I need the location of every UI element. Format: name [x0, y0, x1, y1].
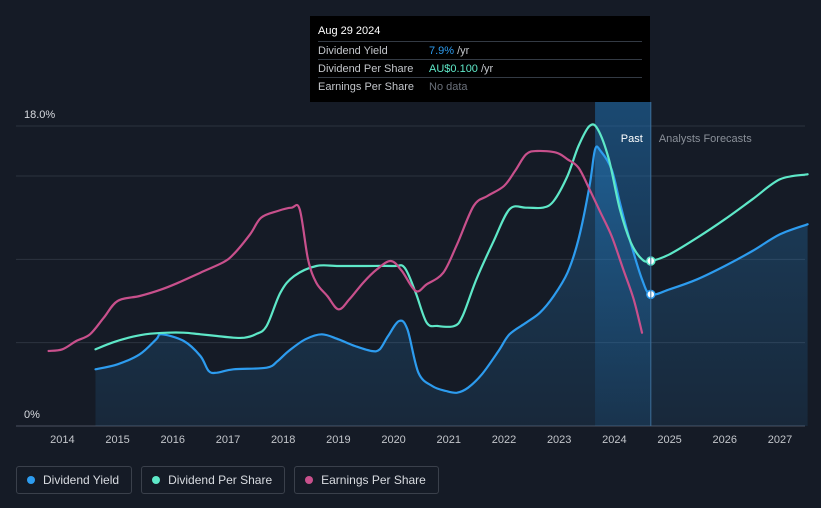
- series-areas: [95, 146, 808, 426]
- dividend-per-share-line: [94, 123, 809, 351]
- x-tick-label: 2020: [381, 434, 405, 446]
- legend-label: Dividend Yield: [43, 473, 120, 487]
- tooltip-row-earnings-per-share: Earnings Per Share No data: [318, 77, 642, 96]
- legend-dot-icon: [152, 476, 161, 484]
- tooltip-value-text: AU$0.100: [429, 63, 478, 75]
- x-tick-label: 2022: [492, 434, 516, 446]
- legend-dot-icon: [305, 476, 314, 484]
- legend-item-earnings-per-share[interactable]: Earnings Per Share: [294, 466, 439, 494]
- x-tick-label: 2025: [657, 434, 681, 446]
- x-tick-label: 2024: [602, 434, 626, 446]
- x-tick-label: 2016: [161, 434, 185, 446]
- legend-dot-icon: [27, 476, 35, 484]
- x-tick-label: 2018: [271, 434, 295, 446]
- chart-legend: Dividend Yield Dividend Per Share Earnin…: [16, 466, 439, 494]
- y-axis-bottom-label: 0%: [24, 409, 40, 421]
- legend-item-dividend-yield[interactable]: Dividend Yield: [16, 466, 133, 494]
- tooltip-value: AU$0.100/yr: [429, 63, 493, 75]
- x-tick-label: 2015: [105, 434, 129, 446]
- past-label: Past: [621, 133, 643, 145]
- tooltip-date: Aug 29 2024: [318, 25, 381, 37]
- x-tick-label: 2023: [547, 434, 571, 446]
- tooltip-value: 7.9%/yr: [429, 45, 469, 57]
- tooltip-row-dividend-per-share: Dividend Per Share AU$0.100/yr: [318, 59, 642, 78]
- analysts-forecasts-label: Analysts Forecasts: [659, 133, 752, 145]
- tooltip-value-text: No data: [429, 81, 468, 93]
- tooltip-label: Dividend Yield: [318, 45, 388, 57]
- tooltip-value-text: 7.9%: [429, 45, 455, 57]
- x-tick-label: 2027: [768, 434, 792, 446]
- y-axis-top-label: 18.0%: [24, 109, 55, 121]
- tooltip-unit: /yr: [480, 63, 494, 75]
- dividend-yield-area: [95, 146, 808, 426]
- x-tick-label: 2026: [713, 434, 737, 446]
- hover-tooltip: Aug 29 2024 Dividend Yield 7.9%/yr Divid…: [310, 16, 650, 102]
- legend-label: Earnings Per Share: [321, 473, 426, 487]
- x-tick-label: 2014: [50, 434, 74, 446]
- legend-label: Dividend Per Share: [168, 473, 273, 487]
- series-lines: [47, 123, 809, 394]
- x-tick-label: 2019: [326, 434, 350, 446]
- x-axis-ticks: 2014 2015 2016 2017 2018 2019 2020 2021 2022 2023…: [50, 434, 792, 446]
- tooltip-label: Earnings Per Share: [318, 81, 414, 93]
- legend-item-dividend-per-share[interactable]: Dividend Per Share: [141, 466, 286, 494]
- tooltip-value: No data: [429, 81, 471, 93]
- x-tick-label: 2017: [216, 434, 240, 446]
- tooltip-unit: /yr: [457, 45, 470, 57]
- x-tick-label: 2021: [437, 434, 461, 446]
- tooltip-row-dividend-yield: Dividend Yield 7.9%/yr: [318, 41, 642, 60]
- earnings-per-share-line: [47, 149, 644, 353]
- tooltip-label: Dividend Per Share: [318, 63, 414, 75]
